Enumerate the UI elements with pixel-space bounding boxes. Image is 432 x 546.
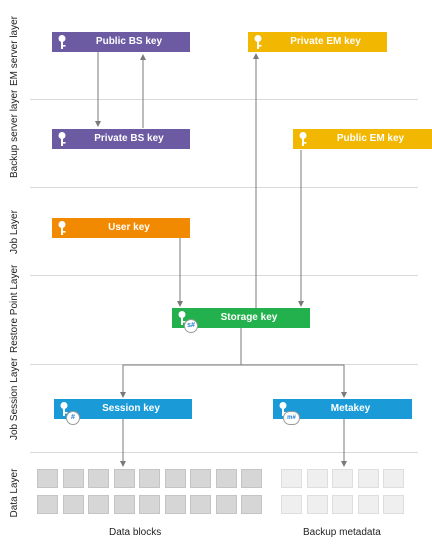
- key-label: Metakey: [330, 403, 371, 414]
- private-em-key: Private EM key: [248, 32, 387, 52]
- data-block: [139, 495, 160, 514]
- data-block: [383, 469, 404, 488]
- data-block: [383, 495, 404, 514]
- public-em-key: Public EM key: [293, 129, 432, 149]
- storage-key: s# Storage key: [172, 308, 310, 333]
- data-block: [37, 495, 58, 514]
- data-block: [215, 469, 237, 488]
- data-block: [113, 469, 135, 488]
- data-block: [190, 469, 211, 488]
- data-block: [215, 495, 237, 514]
- key-label: Public BS key: [95, 36, 163, 47]
- layer-separator: [30, 99, 418, 100]
- data-block: [357, 469, 379, 488]
- hash-badge: m#: [283, 411, 300, 425]
- data-block: [37, 469, 58, 488]
- hash-badge: s#: [184, 319, 198, 333]
- layer-separator: [30, 187, 418, 188]
- private-bs-key: Private BS key: [52, 129, 190, 149]
- key-icon: [60, 402, 68, 416]
- backup-metadata-caption: Backup metadata: [303, 527, 381, 538]
- data-block: [281, 495, 302, 514]
- data-block: [281, 469, 302, 488]
- data-block: [62, 495, 84, 514]
- data-block: [62, 469, 84, 488]
- key-label: Private BS key: [94, 133, 164, 144]
- arrow-storage-to-metakey: [241, 364, 347, 398]
- user-key: User key: [52, 218, 190, 238]
- layer-separator: [30, 275, 418, 276]
- key-icon: [299, 132, 307, 146]
- data-block: [332, 469, 353, 488]
- key-icon: [58, 132, 66, 146]
- layer-separator: [30, 452, 418, 453]
- metakey: m# Metakey: [273, 399, 412, 425]
- public-bs-key: Public BS key: [52, 32, 190, 52]
- data-block: [306, 469, 328, 488]
- data-block: [241, 495, 262, 514]
- data-block: [357, 495, 379, 514]
- data-blocks-caption: Data blocks: [109, 527, 162, 538]
- key-label: User key: [108, 222, 150, 233]
- key-label: Storage key: [220, 312, 278, 323]
- data-block: [241, 469, 262, 488]
- hash-badge: #: [66, 411, 80, 425]
- key-icon: [254, 35, 262, 49]
- session-key: # Session key: [54, 399, 192, 425]
- data-block: [139, 469, 160, 488]
- data-block: [190, 495, 211, 514]
- key-label: Private EM key: [290, 36, 361, 47]
- data-block: [306, 495, 328, 514]
- data-block: [332, 495, 353, 514]
- data-block: [164, 495, 186, 514]
- key-icon: [58, 35, 66, 49]
- key-label: Session key: [102, 403, 160, 414]
- data-block: [88, 495, 109, 514]
- key-label: Public EM key: [336, 133, 405, 144]
- key-icon: [58, 221, 66, 235]
- data-block: [88, 469, 109, 488]
- data-block: [113, 495, 135, 514]
- arrow-storage-to-session: [120, 328, 242, 398]
- data-block: [164, 469, 186, 488]
